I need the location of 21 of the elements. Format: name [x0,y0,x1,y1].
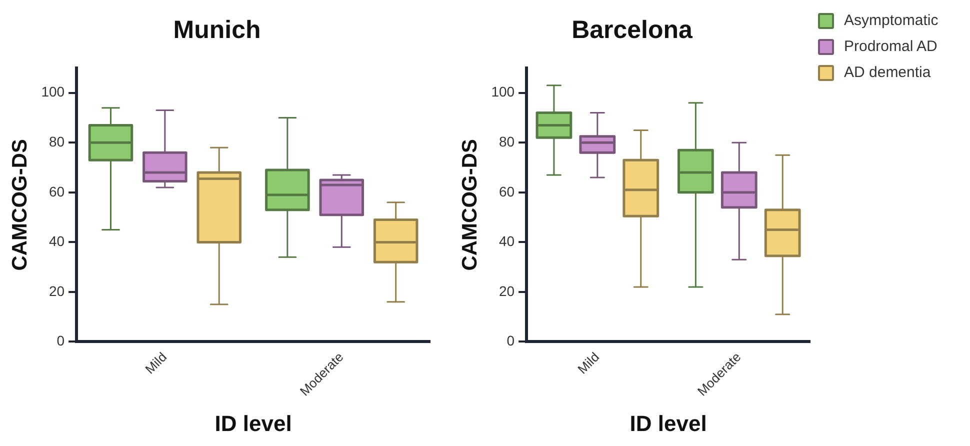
chart-title: Munich [173,16,261,44]
y-tick-label: 80 [48,134,65,150]
chart-title: Barcelona [572,16,694,44]
legend-label: Asymptomatic [844,12,938,29]
y-tick-label: 40 [48,233,65,250]
x-axis-title: ID level [214,410,292,436]
legend-label: AD dementia [844,64,931,81]
x-axis-title: ID level [630,410,707,436]
y-tick-label: 20 [48,282,65,299]
y-tick-label: 100 [491,84,515,100]
y-axis-title: CAMCOG-DS [458,138,482,271]
y-tick-label: 40 [498,233,515,250]
y-axis-title: CAMCOG-DS [8,138,32,271]
legend-label: Prodromal AD [844,38,938,55]
y-tick-label: 0 [56,332,65,349]
y-tick-label: 60 [48,183,65,200]
y-tick-label: 80 [498,134,515,150]
y-tick-label: 0 [506,332,515,349]
y-tick-label: 60 [498,183,515,200]
y-tick-label: 20 [498,282,515,299]
y-tick-label: 100 [41,84,65,100]
